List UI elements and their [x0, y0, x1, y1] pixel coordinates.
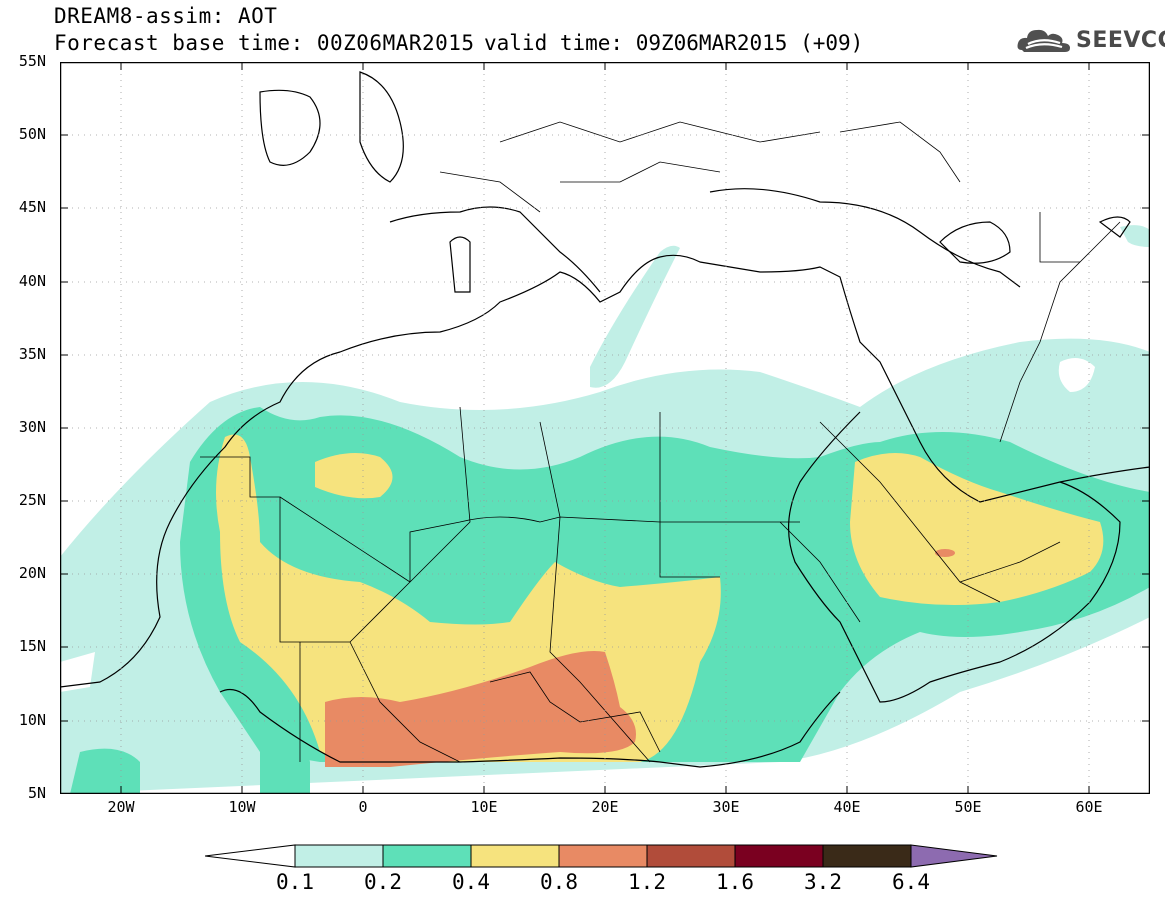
graticule	[60, 62, 1150, 794]
colorbar-swatch-0.8	[558, 844, 648, 868]
colorbar-swatch-1.2	[646, 844, 736, 868]
lat-label: 5N	[27, 784, 46, 802]
colorbar-label: 0.4	[452, 870, 490, 894]
lat-label: 20N	[18, 564, 46, 582]
aot-map	[59, 61, 1151, 798]
lon-label: 0	[358, 798, 368, 816]
colorbar-swatch-3.2	[822, 844, 912, 868]
colorbar-swatch-0.1	[294, 844, 384, 868]
lon-label: 20E	[591, 798, 619, 816]
colorbar-swatch-0.4	[470, 844, 560, 868]
colorbar-swatch-above-max	[910, 844, 998, 868]
lon-label: 60E	[1075, 798, 1103, 816]
colorbar-label: 1.6	[716, 870, 754, 894]
colorbar-swatch-below-min	[204, 844, 296, 868]
country-borders	[200, 121, 1121, 763]
colorbar-svg	[204, 844, 998, 868]
lat-label: 10N	[18, 711, 46, 729]
lat-label: 40N	[18, 272, 46, 290]
forecast-base-time: Forecast base time: 00Z06MAR2015	[54, 31, 475, 55]
lon-label: 20W	[107, 798, 135, 816]
lat-label: 15N	[18, 637, 46, 655]
colorbar-label: 0.2	[364, 870, 402, 894]
lat-label: 35N	[18, 345, 46, 363]
lat-label: 30N	[18, 418, 46, 436]
colorbar-label: 0.8	[540, 870, 578, 894]
axis-ticks	[60, 61, 1150, 795]
lat-label: 55N	[18, 52, 46, 70]
lon-label: 10W	[228, 798, 256, 816]
cloud-logo-icon	[1017, 29, 1070, 52]
lat-label: 25N	[18, 491, 46, 509]
valid-time: valid time: 09Z06MAR2015 (+09)	[484, 31, 864, 55]
seevccc-logo: SEEVCCC	[1016, 24, 1165, 58]
map-title: DREAM8-assim: AOT	[54, 4, 278, 28]
lat-label: 50N	[18, 125, 46, 143]
lat-label: 45N	[18, 198, 46, 216]
lon-label: 50E	[954, 798, 982, 816]
colorbar	[204, 840, 1000, 878]
map-canvas	[59, 61, 1151, 795]
colorbar-swatch-1.6	[734, 844, 824, 868]
aot-level-0.8	[325, 549, 955, 767]
coastlines	[60, 71, 1150, 768]
lon-label: 30E	[712, 798, 740, 816]
colorbar-label: 3.2	[804, 870, 842, 894]
logo-text: SEEVCCC	[1076, 28, 1165, 53]
colorbar-label: 6.4	[892, 870, 930, 894]
lon-label: 40E	[833, 798, 861, 816]
lon-label: 10E	[470, 798, 498, 816]
colorbar-swatch-0.2	[382, 844, 472, 868]
colorbar-label: 1.2	[628, 870, 666, 894]
colorbar-label: 0.1	[276, 870, 314, 894]
